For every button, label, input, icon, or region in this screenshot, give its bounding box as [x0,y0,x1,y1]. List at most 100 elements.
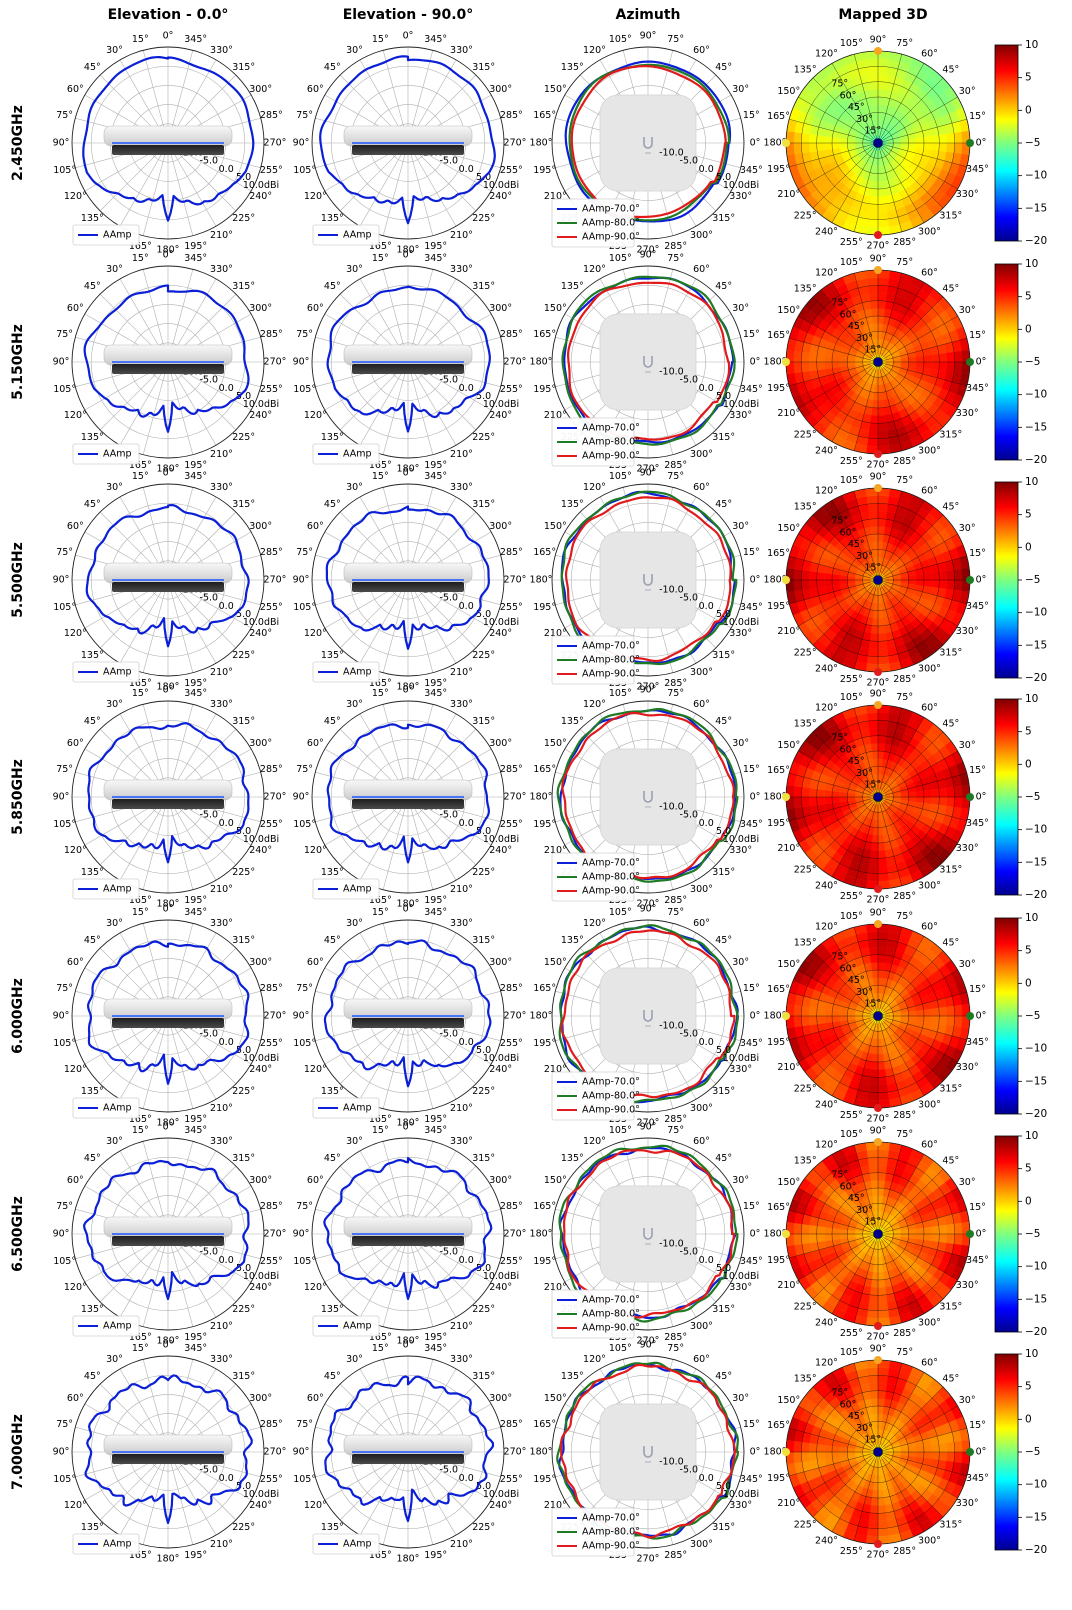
heatmap-cell [808,133,818,144]
heatmap-cell [877,58,890,68]
angle-tick-label: 90° [293,792,310,803]
radial-tick-label: 10.0dBi [243,617,279,628]
heatmap-cell [868,1294,879,1304]
heatmap-cell [867,939,879,948]
angle-tick-label: 45° [942,65,959,76]
angle-tick-label: 105° [53,165,76,176]
access-point-side-view-icon [103,125,233,155]
angle-tick-label: 120° [304,628,327,639]
angle-tick-label: 0° [976,1011,987,1022]
angle-tick-label: 285° [500,983,523,994]
heatmap-cell [801,579,810,591]
legend-label: AAmp-90.0° [582,1323,640,1334]
angle-tick-label: 240° [489,1282,512,1293]
heatmap-cell [816,1015,825,1025]
access-point-side-view-icon [343,562,473,592]
angle-tick-label: 255° [260,602,283,613]
angle-tick-label: 90° [640,685,657,696]
angle-tick-label: 15° [969,984,986,995]
angle-tick-label: 300° [918,446,941,457]
angle-tick-label: 300° [918,664,941,675]
radial-tick-label: 0.0 [219,164,234,175]
heatmap-cell [866,277,879,287]
heatmap-cell [808,787,818,798]
heatmap-cell [946,361,955,373]
angle-tick-label: 120° [583,264,606,275]
angle-tick-label: 60° [307,521,324,532]
elevation-ring-label: 15° [864,345,881,356]
angle-tick-label: 45° [324,1153,341,1164]
heatmap-cell [867,1302,879,1311]
angle-tick-label: 75° [896,38,913,49]
angle-tick-label: 45° [324,62,341,73]
heatmap-cell [872,977,879,986]
row-frequency-label: 6.500GHz [10,1196,26,1272]
angle-tick-label: 30° [732,521,749,532]
radial-tick-label: 0.0 [459,601,474,612]
legend-label: AAmp-90.0° [582,669,640,680]
angle-tick-label: 45° [942,502,959,513]
elevation-90-panel: 0°15°30°45°60°75°90°105°120°135°150°165°… [293,685,527,910]
angle-tick-label: 75° [296,983,313,994]
heatmap-cell [877,865,889,874]
angle-tick-label: 15° [743,1201,760,1212]
radial-tick-label: 0.0 [219,383,234,394]
heatmap-cell [793,579,803,592]
heatmap-cell [869,81,879,90]
heatmap-cell [915,355,925,363]
radial-tick-label: -5.0 [680,1029,699,1040]
angle-tick-label: 315° [232,716,255,727]
polar-frame [71,265,265,459]
heatmap-cell [953,1004,963,1017]
radial-tick-label: -5.0 [440,810,459,821]
column-title: Mapped 3D [838,7,927,23]
heatmap-cell [869,1069,879,1078]
colorbar-tick-label: −5 [1025,574,1040,586]
access-point-top-view-icon [599,313,697,411]
heatmap-cell [816,579,825,589]
colorbar [994,917,1019,1115]
colorbar-tick-label: −20 [1025,454,1047,466]
heatmap-cell [869,954,879,963]
heatmap-cell [923,1015,932,1024]
angle-tick-label: 90° [53,792,70,803]
angle-tick-label: 225° [232,432,255,443]
angle-tick-label: 75° [896,911,913,922]
access-point-side-view-icon [343,344,473,374]
angle-tick-label: 210° [450,449,473,460]
azimuth-pattern-line [567,281,731,441]
heatmap-cell [877,399,885,409]
colorbar-tick-label: −20 [1025,235,1047,247]
angle-tick-label: 345° [184,907,207,918]
heatmap-cell [839,361,848,368]
angle-tick-label: 60° [693,918,710,929]
colorbar-tick-label: 0 [1025,541,1032,553]
angle-tick-label: 315° [232,499,255,510]
angle-tick-label: 90° [53,1229,70,1240]
column-title: Azimuth [616,7,681,23]
angle-tick-label: 15° [372,1125,389,1136]
angle-tick-label: 15° [743,110,760,121]
angle-tick-label: 45° [715,935,732,946]
angle-tick-label: 180° [397,245,420,256]
angle-tick-label: 120° [64,191,87,202]
angle-tick-label: 315° [939,647,962,658]
angle-tick-label: 120° [64,628,87,639]
angle-tick-label: 345° [424,253,447,264]
radial-tick-label: 0.0 [459,383,474,394]
access-point-side-view-icon [103,1216,233,1246]
ap-base [112,145,224,155]
angle-tick-label: 270° [867,460,890,471]
heatmap-cell [953,350,963,363]
angle-tick-label: 90° [293,357,310,368]
heatmap-cell [931,1015,940,1025]
angle-tick-label: 15° [132,253,149,264]
column-title: Elevation - 0.0° [108,7,229,23]
radial-tick-label: 0.0 [699,818,714,829]
heatmap-cell [816,571,825,581]
angle-tick-label: 315° [472,716,495,727]
legend-label: AAmp-70.0° [582,423,640,434]
angle-tick-label: 270° [264,1229,287,1240]
angle-tick-label: 30° [106,45,123,56]
radial-tick-label: 10.0dBi [483,834,519,845]
